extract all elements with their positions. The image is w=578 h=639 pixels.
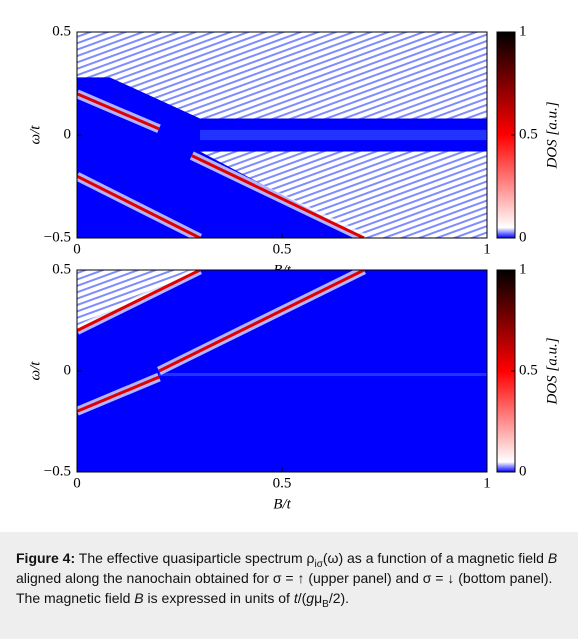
peak-line	[77, 174, 201, 238]
caption-text: μ	[314, 590, 323, 606]
y-tick-label: 0	[64, 362, 72, 378]
y-tick-label: −0.5	[44, 229, 71, 245]
x-tick-label: 1	[483, 241, 491, 257]
colorbar-tick-label: 1	[519, 23, 527, 39]
colorbar-label: DOS [a.u.]	[544, 337, 560, 405]
caption-text: /(	[297, 590, 307, 606]
y-axis-label: ω/t	[27, 361, 43, 381]
x-tick-label: 1	[483, 475, 491, 491]
caption-text: (ω) as a function of a magnetic field	[322, 550, 548, 566]
heatmap	[77, 270, 487, 472]
caption: Figure 4: The effective quasiparticle sp…	[0, 532, 578, 639]
caption-text: is expressed in units of	[143, 590, 294, 606]
y-tick-label: 0.5	[52, 23, 71, 39]
caption-text: B	[322, 598, 329, 610]
dense-states	[200, 151, 487, 238]
y-tick-label: −0.5	[44, 463, 71, 479]
band	[159, 373, 487, 377]
caption-label: Figure 4:	[16, 550, 76, 566]
x-axis-label: B/t	[273, 496, 291, 512]
peak-line	[191, 154, 365, 238]
peak-line	[77, 92, 160, 131]
colorbar-label: DOS [a.u.]	[544, 101, 560, 169]
peak-line	[77, 375, 160, 413]
peak-line	[158, 270, 365, 373]
caption-text: g	[306, 590, 315, 606]
caption-text: t	[293, 590, 298, 606]
x-tick-label: 0.5	[273, 475, 292, 491]
colorbar-tick-label: 0.5	[519, 362, 538, 378]
x-tick-label: 0.5	[273, 241, 292, 257]
colorbar-tick-label: 0.5	[519, 126, 538, 142]
caption-text: B	[134, 590, 144, 606]
caption-text: aligned along the nanochain obtained for…	[16, 570, 553, 606]
band	[200, 129, 487, 141]
colorbar-tick-label: 1	[519, 261, 527, 277]
peak-line	[77, 270, 201, 332]
heatmap-bg	[77, 270, 487, 472]
caption-text: B	[547, 550, 558, 566]
heatmap	[77, 32, 487, 238]
x-tick-label: 0	[73, 475, 81, 491]
caption-text: The effective quasiparticle spectrum ρ	[75, 550, 315, 566]
x-tick-label: 0	[73, 241, 81, 257]
y-tick-label: 0	[64, 126, 72, 142]
dense-states	[77, 32, 487, 119]
y-tick-label: 0.5	[52, 261, 71, 277]
colorbar-tick-label: 0	[519, 463, 527, 479]
colorbar-tick-label: 0	[519, 229, 527, 245]
caption-text: /2).	[328, 590, 350, 606]
caption-text: iσ	[314, 558, 323, 570]
y-axis-label: ω/t	[27, 125, 43, 145]
